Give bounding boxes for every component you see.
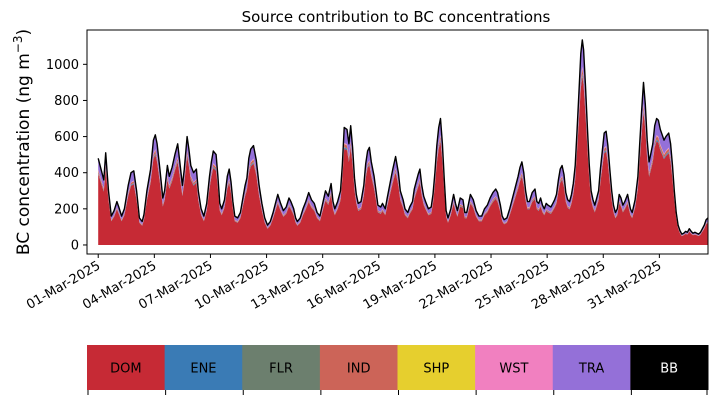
area-dom — [98, 76, 708, 245]
legend-label-ind: IND — [347, 362, 371, 377]
legend-swatch-tra — [552, 345, 631, 390]
x-axis: 01-Mar-202504-Mar-202507-Mar-202510-Mar-… — [24, 254, 664, 313]
y-tick-label: 0 — [71, 238, 79, 253]
total-line — [97, 39, 709, 235]
chart-title: Source contribution to BC concentrations — [242, 8, 551, 26]
legend-swatch-ind — [319, 345, 398, 390]
plot-frame — [86, 29, 709, 255]
legend-swatch-dom — [87, 345, 166, 390]
legend-label-tra: TRA — [578, 362, 604, 377]
legend-label-wst: WST — [499, 362, 528, 377]
legend-label-dom: DOM — [110, 362, 141, 377]
legend-bar: DOM ENE FLR IND SHP WST TRA BB — [87, 345, 709, 395]
y-axis-label: BC concentration (ng m−3) — [11, 29, 34, 255]
y-axis: 0 200 400 600 800 1000 — [46, 58, 87, 253]
legend-swatch-shp — [397, 345, 476, 390]
legend-swatch-ene — [164, 345, 243, 390]
legend-label-shp: SHP — [423, 362, 449, 377]
legend-swatch-bb — [630, 345, 709, 390]
legend-label-bb: BB — [660, 362, 678, 377]
y-tick-label: 200 — [54, 202, 79, 217]
stacked-areas — [98, 39, 708, 245]
legend-swatch-wst — [475, 345, 554, 390]
legend-swatch-flr — [242, 345, 321, 390]
y-tick-label: 1000 — [46, 58, 79, 73]
plot-area — [86, 29, 709, 255]
legend-label-ene: ENE — [190, 362, 216, 377]
y-tick-label: 800 — [54, 94, 79, 109]
legend-label-flr: FLR — [269, 362, 293, 377]
y-tick-label: 600 — [54, 130, 79, 145]
y-tick-label: 400 — [54, 166, 79, 181]
